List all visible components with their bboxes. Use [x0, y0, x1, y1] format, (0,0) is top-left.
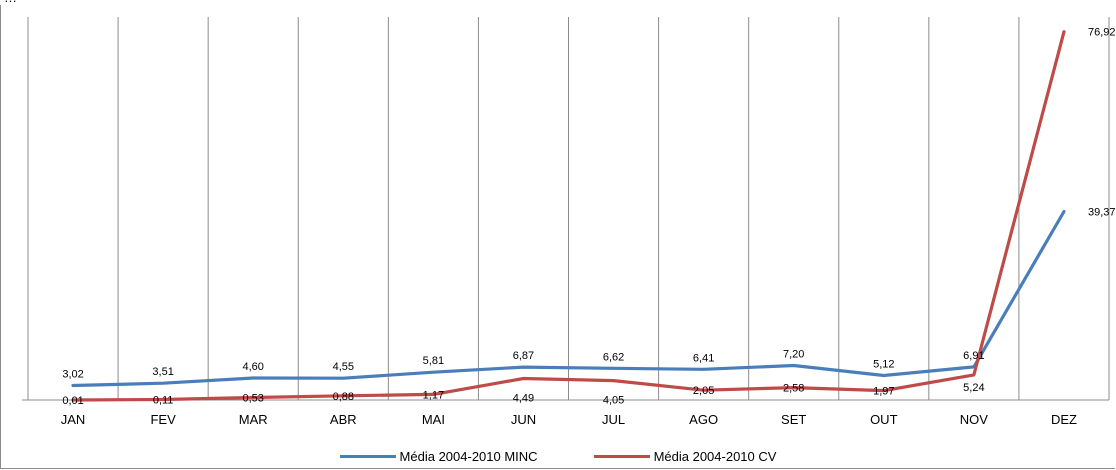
data-label-minc-set: 7,20	[783, 349, 804, 361]
legend-item-cv: Média 2004-2010 CV	[593, 446, 777, 466]
legend-item-minc: Média 2004-2010 MINC	[339, 446, 538, 466]
chart-legend: Média 2004-2010 MINC Média 2004-2010 CV	[0, 446, 1116, 466]
data-label-minc-dez: 39,37	[1088, 207, 1116, 219]
series-line-0	[71, 209, 1066, 388]
x-tick-label-set: SET	[781, 412, 806, 427]
chart-title-strip: …	[0, 0, 1116, 5]
data-label-minc-abr: 4,55	[333, 361, 354, 373]
data-label-minc-out: 5,12	[873, 358, 894, 370]
x-tick-label-jul: JUL	[602, 412, 625, 427]
data-label-minc-mai: 5,81	[423, 355, 444, 367]
x-tick-label-nov: NOV	[960, 412, 989, 427]
data-label-cv-mar: 0,53	[242, 392, 263, 404]
data-label-minc-fev: 3,51	[152, 366, 173, 378]
x-tick-label-out: OUT	[870, 412, 898, 427]
data-label-cv-dez: 76,92	[1088, 27, 1116, 39]
data-label-minc-mar: 4,60	[242, 361, 263, 373]
legend-swatch-cv	[593, 454, 650, 458]
data-label-minc-jan: 3,02	[62, 369, 83, 381]
legend-label-cv: Média 2004-2010 CV	[653, 448, 777, 464]
chart-title: …	[4, 0, 17, 5]
legend-swatch-minc	[339, 454, 396, 458]
data-label-cv-set: 2,58	[783, 383, 804, 395]
data-label-cv-jun: 4,49	[513, 393, 534, 405]
x-tick-label-abr: ABR	[330, 412, 357, 427]
data-label-cv-mai: 1,17	[423, 389, 444, 401]
legend-label-minc: Média 2004-2010 MINC	[399, 448, 538, 464]
data-label-cv-abr: 0,88	[333, 391, 354, 403]
series-line-1	[71, 30, 1066, 402]
x-tick-label-ago: AGO	[689, 412, 718, 427]
x-tick-label-mar: MAR	[239, 412, 268, 427]
data-label-cv-jul: 4,05	[603, 395, 624, 407]
x-tick-label-fev: FEV	[150, 412, 176, 427]
data-label-cv-nov: 5,24	[963, 382, 984, 394]
chart-frame	[0, 5, 1115, 469]
line-chart: JAN FEV MAR ABR MAI JUN JUL AGO SET OUT NOV DEZ 3,02…	[22, 17, 1116, 427]
data-label-cv-out: 1,97	[873, 386, 894, 398]
data-label-cv-fev: 0,11	[153, 394, 174, 406]
data-label-cv-jan: 0,01	[62, 395, 83, 407]
x-tick-label-dez: DEZ	[1051, 412, 1077, 427]
data-label-minc-nov: 6,91	[963, 350, 984, 362]
x-tick-label-mai: MAI	[422, 412, 445, 427]
data-label-minc-ago: 6,41	[693, 352, 714, 364]
data-label-minc-jul: 6,62	[603, 351, 624, 363]
x-tick-label-jan: JAN	[61, 412, 86, 427]
x-tick-label-jun: JUN	[511, 412, 536, 427]
data-label-cv-ago: 2,05	[693, 385, 714, 397]
data-label-minc-jun: 6,87	[513, 350, 534, 362]
